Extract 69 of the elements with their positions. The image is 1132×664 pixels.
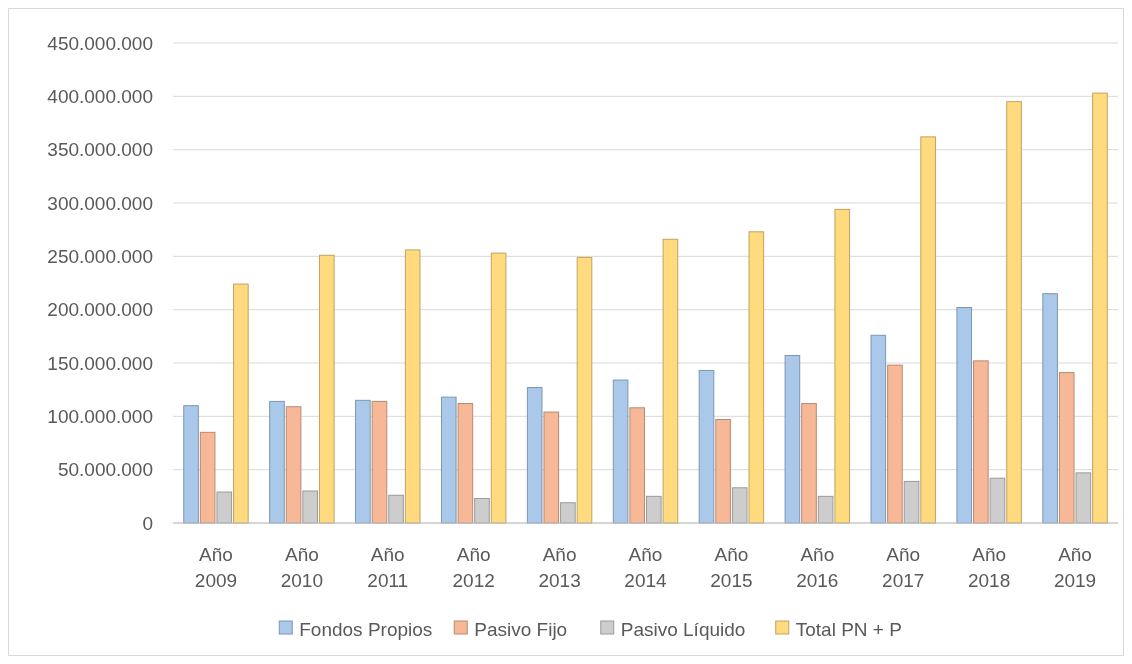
bar bbox=[887, 364, 903, 524]
y-tick-label: 0 bbox=[142, 512, 153, 534]
bar bbox=[269, 400, 285, 524]
x-tick-label: Año 2019 bbox=[1053, 544, 1097, 591]
bar bbox=[318, 254, 335, 524]
bar bbox=[526, 387, 543, 524]
y-tick-label: 50.000.000 bbox=[57, 459, 153, 481]
legend-label: Fondos Propios bbox=[299, 619, 433, 640]
bar bbox=[748, 231, 765, 524]
x-tick-label: Año 2017 bbox=[882, 544, 925, 591]
bar bbox=[388, 494, 404, 524]
bar bbox=[371, 400, 388, 524]
bar bbox=[870, 334, 887, 524]
bar bbox=[285, 406, 302, 524]
legend-label: Total PN + P bbox=[795, 619, 902, 640]
y-tick-label: 100.000.000 bbox=[47, 405, 153, 427]
y-tick-label: 450.000.000 bbox=[47, 32, 153, 54]
bar bbox=[731, 487, 748, 524]
bar bbox=[576, 256, 593, 524]
y-tick-label: 400.000.000 bbox=[47, 85, 153, 107]
y-tick-label: 250.000.000 bbox=[47, 245, 153, 267]
bar bbox=[834, 208, 851, 524]
bar bbox=[698, 369, 715, 524]
bar bbox=[216, 491, 233, 524]
x-tick-label: Año 2012 bbox=[452, 544, 495, 591]
bar bbox=[646, 495, 662, 524]
bar bbox=[302, 490, 318, 524]
bar bbox=[355, 399, 371, 524]
bar bbox=[233, 283, 249, 524]
bar bbox=[183, 405, 199, 524]
bar bbox=[1075, 472, 1092, 524]
bar bbox=[920, 136, 936, 524]
bar bbox=[474, 497, 490, 524]
bar bbox=[199, 431, 216, 524]
legend-label: Pasivo Líquido bbox=[620, 619, 746, 640]
bar bbox=[784, 355, 801, 524]
x-tick-label: Año 2013 bbox=[538, 544, 581, 591]
bar bbox=[560, 502, 576, 524]
bar bbox=[662, 238, 679, 524]
y-tick-label: 350.000.000 bbox=[47, 139, 153, 161]
bar bbox=[404, 249, 421, 524]
bar bbox=[817, 495, 834, 524]
x-tick-label: Año 2018 bbox=[968, 544, 1011, 591]
bar bbox=[801, 403, 817, 524]
bar bbox=[956, 307, 973, 524]
bar bbox=[903, 480, 920, 524]
bar bbox=[612, 379, 629, 524]
bar bbox=[629, 407, 645, 524]
y-tick-label: 150.000.000 bbox=[47, 352, 153, 374]
bar bbox=[490, 252, 507, 524]
x-tick-label: Año 2014 bbox=[624, 544, 668, 591]
x-tick-label: Año 2009 bbox=[194, 544, 238, 591]
legend-label: Pasivo Fijo bbox=[474, 619, 568, 640]
y-tick-label: 200.000.000 bbox=[47, 299, 153, 321]
bar bbox=[1058, 372, 1075, 524]
bar bbox=[457, 403, 474, 524]
x-tick-label: Año 2016 bbox=[796, 544, 839, 591]
x-tick-label: Año 2010 bbox=[280, 544, 323, 591]
y-tick-label: 300.000.000 bbox=[47, 192, 153, 214]
x-tick-label: Año 2015 bbox=[710, 544, 753, 591]
bar bbox=[989, 477, 1006, 524]
bar bbox=[543, 411, 560, 524]
bar bbox=[973, 360, 989, 524]
bar bbox=[715, 419, 731, 524]
bar bbox=[1092, 92, 1108, 524]
bar bbox=[1006, 101, 1022, 524]
x-tick-label: Año 2011 bbox=[367, 544, 409, 591]
bar bbox=[1042, 293, 1058, 524]
bar bbox=[440, 396, 457, 524]
